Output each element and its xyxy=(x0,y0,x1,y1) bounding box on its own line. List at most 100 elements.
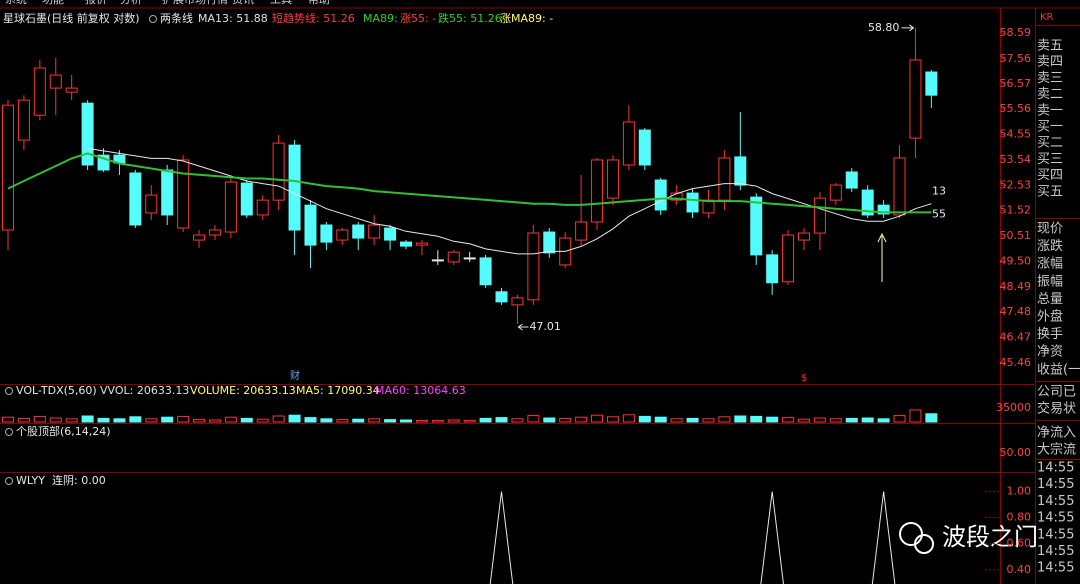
candle-body xyxy=(591,159,604,223)
side-label: 买四 xyxy=(1037,168,1063,183)
volume-bar xyxy=(702,418,715,423)
volume-bar xyxy=(17,417,30,423)
side-label: 卖二 xyxy=(1037,87,1063,102)
volume-bar xyxy=(638,415,651,423)
y-tick-label: 48.49 xyxy=(1000,280,1032,293)
menu-item[interactable]: 系统 xyxy=(5,0,27,6)
side-label: 卖四 xyxy=(1037,55,1063,70)
volume-bar xyxy=(400,419,412,423)
volume-bar xyxy=(925,413,938,423)
candle-body xyxy=(718,157,731,201)
candle-body xyxy=(431,259,444,262)
candle-body xyxy=(638,129,651,166)
side-label: 大宗流 xyxy=(1037,442,1076,458)
y-tick-label: 47.48 xyxy=(1000,305,1032,318)
candle-body xyxy=(304,204,317,246)
volume-bar xyxy=(161,416,174,423)
candle-body xyxy=(543,231,556,254)
y-tick-label: 51.52 xyxy=(1000,204,1032,217)
candle-body xyxy=(925,71,938,96)
side-label: 14:55 xyxy=(1037,494,1074,509)
volume-bar xyxy=(575,416,588,423)
volume-title: VOL-TDX(5,60) xyxy=(16,384,97,397)
side-label: 14:55 xyxy=(1037,477,1074,492)
wlyy-legend: 连阴: 0.00 xyxy=(52,474,106,487)
volume-bar xyxy=(766,416,779,423)
candle-body xyxy=(829,184,842,201)
candle-body xyxy=(256,199,269,216)
side-label: 涨幅 xyxy=(1037,257,1063,272)
y-tick-label: 57.56 xyxy=(1000,52,1032,65)
corner-label: KR xyxy=(1040,12,1054,23)
volume-bar xyxy=(622,414,635,423)
event-marker: 财 xyxy=(290,369,300,382)
volume-bar xyxy=(591,414,604,423)
candle-body xyxy=(240,182,253,216)
indicator-name: 两条线 xyxy=(160,11,193,25)
side-label: 换手 xyxy=(1037,327,1063,342)
ma-legend: 涨55: - xyxy=(400,12,436,25)
y-tick-label: 50.00 xyxy=(1000,446,1032,459)
candle-body xyxy=(782,234,795,283)
candle-body xyxy=(384,227,397,241)
menu-item[interactable]: 帮助 xyxy=(308,0,330,6)
vol-legend: VOLUME: 20633.13 xyxy=(190,384,296,397)
candle-body xyxy=(654,179,667,211)
menu-item[interactable]: 功能 xyxy=(42,0,64,6)
volume-bar xyxy=(798,418,810,423)
vol-legend: MA5: 17090.34 xyxy=(296,384,380,397)
candle-body xyxy=(798,232,810,241)
vol-legend: VVOL: 20633.13 xyxy=(100,384,189,397)
menu-item[interactable]: 报价 xyxy=(85,0,107,6)
side-label: 14:55 xyxy=(1037,527,1074,542)
candle-body xyxy=(336,229,349,241)
side-label: 交易状 xyxy=(1037,401,1076,417)
candle-body xyxy=(49,74,62,89)
volume-bar xyxy=(686,417,699,423)
menu-item[interactable]: 扩展市场行情 xyxy=(162,0,228,6)
candle-body xyxy=(909,59,922,139)
candle-body xyxy=(877,204,890,215)
side-label: 卖一 xyxy=(1037,103,1063,118)
y-tick-label: 0.60 xyxy=(1007,537,1032,550)
candle-body xyxy=(527,232,540,301)
ma-legend: MA89: - xyxy=(363,12,405,25)
ma-legend: 跌55: 51.26 xyxy=(438,11,502,25)
volume-bar xyxy=(2,416,14,423)
low-annotation: 47.01 xyxy=(529,320,561,333)
candle-body xyxy=(575,221,588,241)
line-label: 55 xyxy=(932,207,946,220)
menu-item[interactable]: 资讯 xyxy=(232,0,254,6)
candle-body xyxy=(193,234,206,241)
volume-bar xyxy=(49,417,62,423)
candle-body xyxy=(766,254,779,284)
candle-body xyxy=(606,159,619,199)
volume-bar xyxy=(320,418,333,423)
y-tick-label: 55.56 xyxy=(1000,102,1032,115)
side-label: 14:55 xyxy=(1037,561,1074,576)
ma-legend: 短趋势线: 51.26 xyxy=(272,11,355,25)
menu-item[interactable]: 工具 xyxy=(270,0,292,6)
volume-bar xyxy=(33,415,46,423)
ma-legend: 涨MA89: - xyxy=(500,12,553,25)
candle-body xyxy=(352,224,365,239)
candle-body xyxy=(479,257,492,286)
candle-body xyxy=(686,192,699,213)
wlyy-title: WLYY xyxy=(16,474,45,487)
side-label: 买三 xyxy=(1037,152,1063,167)
y-tick-label: 56.57 xyxy=(1000,77,1032,90)
ma13-line xyxy=(87,147,932,255)
volume-bar xyxy=(734,415,747,423)
volume-bar xyxy=(559,417,572,423)
candle-body xyxy=(447,251,460,263)
volume-bar xyxy=(65,418,78,423)
volume-bar xyxy=(97,417,110,423)
side-label: 净资 xyxy=(1037,345,1063,360)
volume-bar xyxy=(718,416,731,423)
candle-body xyxy=(893,157,906,216)
menu-item[interactable]: 分析 xyxy=(120,0,142,6)
wlyy-line xyxy=(489,491,896,584)
event-marker: $ xyxy=(801,373,807,384)
side-label: 14:55 xyxy=(1037,461,1074,476)
